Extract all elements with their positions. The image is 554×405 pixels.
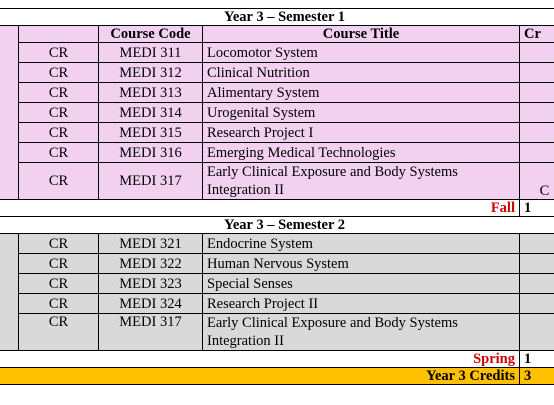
course-title: Research Project II: [202, 293, 520, 314]
course-title: Alimentary System: [202, 82, 520, 103]
semester-2-total-label: Spring: [0, 350, 520, 368]
course-type: CR: [18, 82, 99, 103]
course-credits: [518, 122, 554, 143]
semester-1-title: Year 3 – Semester 1: [0, 8, 554, 26]
course-code: MEDI 323: [98, 273, 203, 294]
course-code: MEDI 315: [98, 122, 203, 143]
course-credits: [518, 62, 554, 83]
year-total-label: Year 3 Credits: [0, 367, 520, 385]
course-code: MEDI 311: [98, 42, 203, 63]
semester-2-title: Year 3 – Semester 2: [0, 216, 554, 234]
course-credits: [518, 142, 554, 163]
course-type: CR: [18, 253, 99, 274]
course-type: CR: [18, 293, 99, 314]
course-code: MEDI 317: [98, 162, 203, 200]
course-code: MEDI 313: [98, 82, 203, 103]
top-strip: [0, 0, 554, 9]
course-type: CR: [18, 233, 99, 254]
course-title: Research Project I: [202, 122, 520, 143]
course-title: Special Senses: [202, 273, 520, 294]
course-code: MEDI 324: [98, 293, 203, 314]
type-header: [18, 25, 99, 43]
course-credits: [518, 273, 554, 294]
course-type: CR: [18, 162, 99, 200]
course-code-header: Course Code: [98, 25, 203, 43]
year-total-row: Year 3 Credits 3: [0, 367, 554, 385]
credits-header: Cr: [518, 25, 554, 43]
table-row: CR MEDI 312 Clinical Nutrition: [0, 62, 554, 83]
table-row: CR MEDI 315 Research Project I: [0, 122, 554, 143]
course-title-header: Course Title: [202, 25, 520, 43]
course-type: CR: [18, 273, 99, 294]
table-row: CR MEDI 321 Endocrine System: [0, 233, 554, 351]
course-code: MEDI 317: [98, 313, 203, 351]
course-credits: [518, 253, 554, 274]
course-type: CR: [18, 42, 99, 63]
table-row: CR MEDI 323 Special Senses: [0, 273, 554, 294]
course-title: Endocrine System: [202, 233, 520, 254]
course-title: Early Clinical Exposure and Body Systems…: [202, 162, 520, 200]
semester-1-title-row: Year 3 – Semester 1: [0, 8, 554, 26]
table-row: CR MEDI 317 Early Clinical Exposure and …: [0, 162, 554, 200]
table-row: CR MEDI 322 Human Nervous System: [0, 253, 554, 274]
table-row: CR MEDI 317 Early Clinical Exposure and …: [0, 313, 554, 351]
course-credits: C: [518, 162, 554, 200]
course-title: Urogenital System: [202, 102, 520, 123]
course-code: MEDI 312: [98, 62, 203, 83]
course-code: MEDI 321: [98, 233, 203, 254]
table-row: CR MEDI 314 Urogenital System: [0, 102, 554, 123]
course-code: MEDI 322: [98, 253, 203, 274]
course-type: CR: [18, 122, 99, 143]
course-credits: [518, 102, 554, 123]
course-credits: [518, 313, 554, 351]
semester-1-header-row: Course Code Course Title Cr: [0, 25, 554, 200]
course-title: Clinical Nutrition: [202, 62, 520, 83]
course-code: MEDI 316: [98, 142, 203, 163]
course-credits: [518, 233, 554, 254]
course-type: CR: [18, 62, 99, 83]
course-credits: [518, 82, 554, 103]
curriculum-table: Year 3 – Semester 1 Course Code Course T…: [0, 0, 554, 385]
semester-2-title-row: Year 3 – Semester 2: [0, 216, 554, 234]
course-credits: [518, 293, 554, 314]
semester-1-side-cell: [0, 25, 19, 200]
course-code: MEDI 314: [98, 102, 203, 123]
table-row: CR MEDI 324 Research Project II: [0, 293, 554, 314]
top-strip-row: [0, 0, 554, 9]
semester-1-total-value: 1: [518, 199, 554, 217]
course-type: CR: [18, 142, 99, 163]
semester-1-total-row: Fall 1: [0, 199, 554, 217]
course-title: Human Nervous System: [202, 253, 520, 274]
course-type: CR: [18, 313, 99, 351]
table-row: CR MEDI 316 Emerging Medical Technologie…: [0, 142, 554, 163]
semester-2-total-value: 1: [518, 350, 554, 368]
semester-2-total-row: Spring 1: [0, 350, 554, 368]
course-title: Emerging Medical Technologies: [202, 142, 520, 163]
year-total-value: 3: [518, 367, 554, 385]
course-type: CR: [18, 102, 99, 123]
table-row: CR MEDI 311 Locomotor System: [0, 42, 554, 63]
semester-2-side-cell: [0, 233, 19, 351]
course-credits: [518, 42, 554, 63]
table-row: CR MEDI 313 Alimentary System: [0, 82, 554, 103]
course-title: Locomotor System: [202, 42, 520, 63]
course-title: Early Clinical Exposure and Body Systems…: [202, 313, 520, 351]
semester-1-total-label: Fall: [0, 199, 520, 217]
